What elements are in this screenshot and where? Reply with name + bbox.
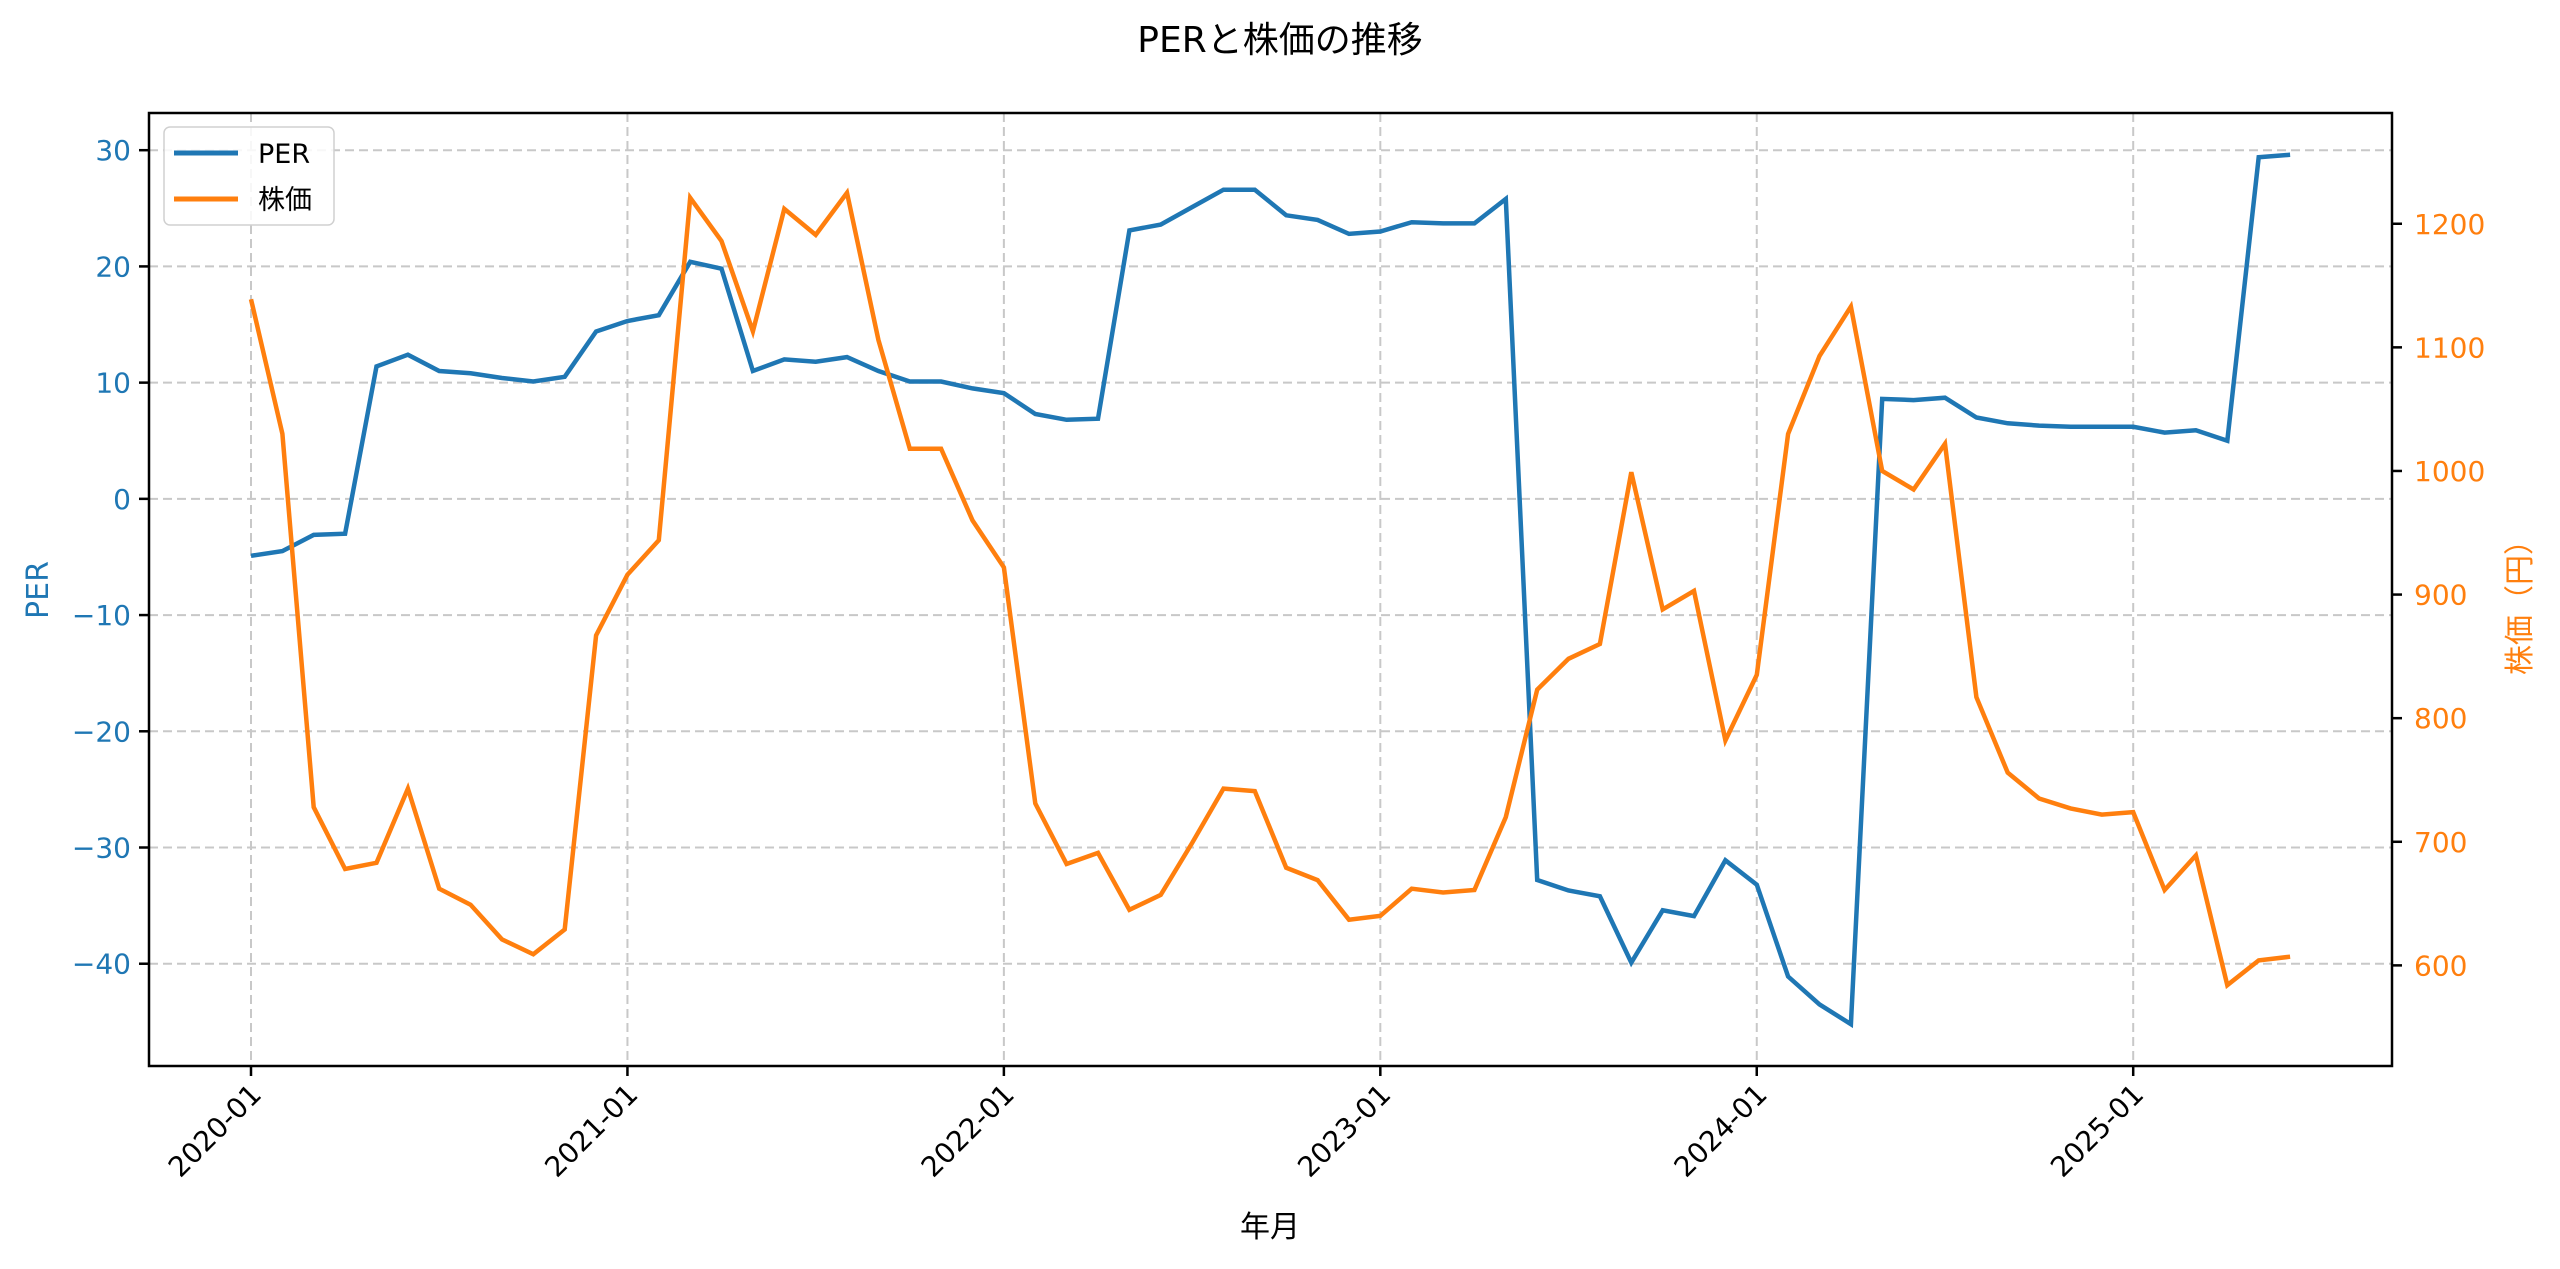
x-axis: 2020-01 2021-01 2022-01 2023-01 2024-01 2025-… bbox=[162, 1066, 2150, 1184]
left-tick-label: −30 bbox=[72, 832, 131, 865]
price-line bbox=[248, 187, 2291, 990]
right-tick-label: 1000 bbox=[2414, 455, 2485, 488]
x-tick-label: 2024-01 bbox=[1668, 1078, 1774, 1184]
left-tick-label: 30 bbox=[95, 134, 131, 167]
x-tick-label: 2021-01 bbox=[538, 1078, 644, 1184]
right-tick-label: 1100 bbox=[2414, 331, 2485, 364]
left-tick-label: −10 bbox=[72, 599, 131, 632]
left-y-axis: 30 20 10 0 −10 −20 −30 −40 bbox=[72, 134, 149, 981]
right-tick-label: 900 bbox=[2414, 579, 2467, 612]
left-tick-label: 10 bbox=[95, 367, 131, 400]
right-y-axis: 1200 1100 1000 900 800 700 600 bbox=[2392, 208, 2485, 982]
left-tick-label: −40 bbox=[72, 948, 131, 981]
x-tick-label: 2025-01 bbox=[2044, 1078, 2150, 1184]
left-y-axis-label: PER bbox=[21, 561, 56, 619]
left-tick-label: 0 bbox=[113, 483, 131, 516]
right-tick-label: 800 bbox=[2414, 702, 2467, 735]
legend-per-label: PER bbox=[258, 139, 310, 170]
legend: PER 株価 bbox=[163, 126, 335, 226]
right-tick-label: 1200 bbox=[2414, 208, 2485, 241]
axes-frame bbox=[147, 111, 2394, 1068]
x-tick-label: 2022-01 bbox=[915, 1078, 1021, 1184]
chart-title: PERと株価の推移 bbox=[1137, 20, 1422, 61]
right-tick-label: 700 bbox=[2414, 826, 2467, 859]
x-tick-label: 2020-01 bbox=[162, 1078, 268, 1184]
plot-area bbox=[248, 152, 2291, 1029]
x-tick-label: 2023-01 bbox=[1291, 1078, 1397, 1184]
right-tick-label: 600 bbox=[2414, 949, 2467, 982]
per-line bbox=[250, 152, 2291, 1029]
left-tick-label: −20 bbox=[72, 715, 131, 748]
right-y-axis-label: 株価（円） bbox=[2503, 525, 2538, 675]
grid-lines bbox=[149, 113, 2392, 1066]
x-axis-label: 年月 bbox=[1240, 1210, 1300, 1245]
legend-price-label: 株価 bbox=[258, 185, 312, 216]
left-tick-label: 20 bbox=[95, 250, 131, 283]
